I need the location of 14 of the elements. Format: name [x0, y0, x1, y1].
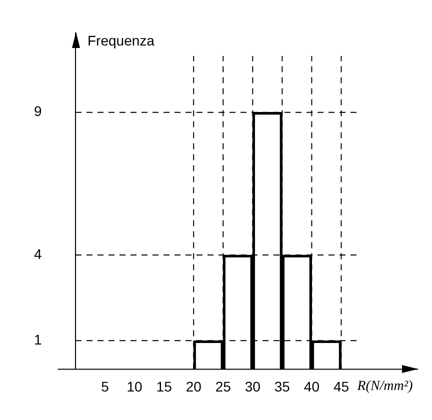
x-tick-label: 5 [101, 378, 110, 394]
x-tick-label: 20 [186, 378, 202, 394]
x-axis-title: R(N/mm²) [356, 378, 414, 394]
x-tick-label: 30 [244, 378, 261, 394]
x-tick-label: 15 [156, 378, 172, 394]
x-tick-label: 10 [126, 378, 143, 394]
y-tick-label: 1 [34, 332, 42, 348]
y-axis-title: Frequenza [88, 32, 155, 48]
x-tick-label: 25 [215, 378, 232, 394]
x-tick-label: 40 [304, 378, 320, 394]
x-tick-label: 45 [333, 378, 350, 394]
y-tick-label: 4 [34, 246, 42, 262]
y-tick-label: 9 [34, 103, 42, 120]
x-tick-label: 35 [274, 378, 290, 394]
